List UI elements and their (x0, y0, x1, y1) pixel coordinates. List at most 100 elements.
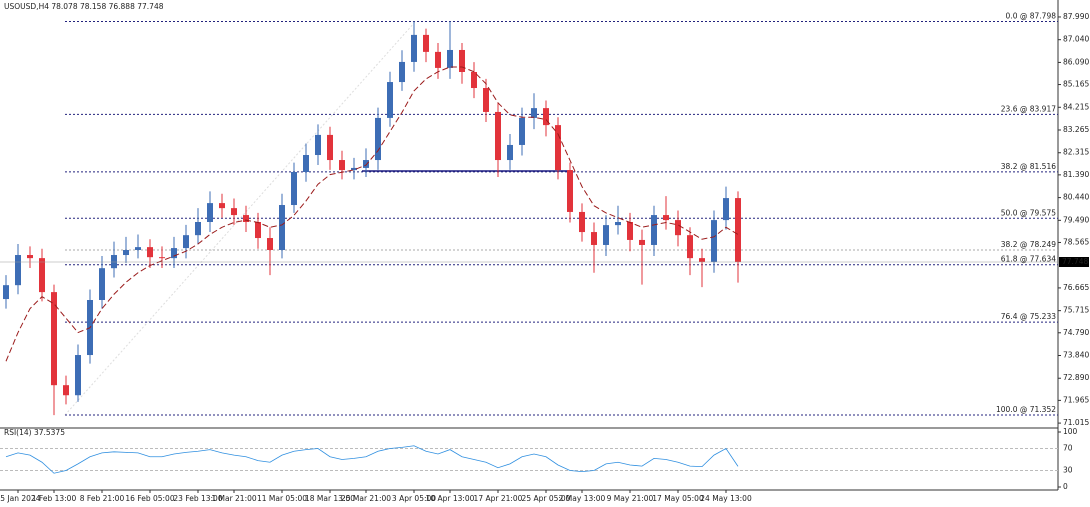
candle-body (99, 268, 105, 300)
y-tick-label: 71.965 (1063, 395, 1089, 404)
rsi-tick-label: 30 (1063, 466, 1073, 475)
candle-body (651, 215, 657, 245)
candle-body (531, 108, 537, 118)
candle-body (471, 71, 477, 89)
candle-body (459, 49, 465, 72)
candle-body (27, 255, 33, 259)
y-tick-label: 78.565 (1063, 237, 1089, 246)
x-tick-label: 3 Apr 05:00 (392, 494, 436, 503)
candle-body (15, 255, 21, 286)
candle-body (555, 125, 561, 171)
x-tick-label: 8 Feb 21:00 (80, 494, 125, 503)
candle-body (615, 222, 621, 226)
fib-label: 38.2 @ 78.249 (1001, 240, 1056, 249)
candle-body (483, 88, 489, 112)
x-tick-label: 25 Apr 05:00 (522, 494, 571, 503)
candle-body (75, 355, 81, 396)
x-tick-label: 17 May 05:00 (652, 494, 704, 503)
rsi-tick-label: 70 (1063, 444, 1073, 453)
candle-body (291, 171, 297, 206)
candle-body (627, 222, 633, 240)
y-tick-label: 86.090 (1063, 57, 1089, 66)
y-tick-label: 72.890 (1063, 373, 1089, 382)
y-tick-label: 85.165 (1063, 80, 1089, 89)
candle-body (387, 82, 393, 118)
candle-body (135, 247, 141, 250)
x-tick-label: 24 May 13:00 (700, 494, 752, 503)
x-tick-label: 2 May 13:00 (559, 494, 606, 503)
x-tick-label: 10 Apr 13:00 (426, 494, 475, 503)
candle-body (591, 232, 597, 245)
fib-label: 76.4 @ 75.233 (1001, 312, 1056, 321)
candle-body (327, 134, 333, 161)
candle-body (255, 222, 261, 239)
candle-body (711, 220, 717, 262)
x-tick-label: 11 Mar 05:00 (257, 494, 307, 503)
candle-body (519, 117, 525, 145)
candle-body (723, 198, 729, 221)
candle-body (279, 205, 285, 250)
moving-average (5, 66, 739, 362)
candle-body (39, 258, 45, 293)
candle-body (363, 160, 369, 168)
y-tick-label: 84.215 (1063, 102, 1089, 111)
x-tick-label: 1 Mar 21:00 (211, 494, 257, 503)
last-price-box (1059, 257, 1089, 268)
candle-body (315, 134, 321, 156)
y-tick-label: 82.315 (1063, 148, 1089, 157)
candle-body (699, 258, 705, 262)
candle-body (495, 111, 501, 161)
candle-body (447, 49, 453, 68)
candle-body (423, 34, 429, 52)
rsi-label: RSI(14) 37.5375 (4, 428, 65, 437)
fib-label: 61.8 @ 77.634 (1001, 255, 1056, 264)
candle-body (579, 211, 585, 233)
candle-body (243, 215, 249, 223)
y-tick-label: 81.390 (1063, 170, 1089, 179)
candle-body (51, 292, 57, 386)
fib-label: 50.0 @ 79.575 (1001, 208, 1056, 217)
rsi-line (5, 445, 739, 474)
y-tick-label: 83.265 (1063, 125, 1089, 134)
candle-body (351, 167, 357, 171)
y-tick-label: 75.715 (1063, 306, 1089, 315)
candle-body (399, 61, 405, 83)
candle-body (171, 248, 177, 259)
candle-body (435, 51, 441, 68)
candle-body (231, 208, 237, 216)
fib-label: 38.2 @ 81.516 (1001, 162, 1056, 171)
candle-body (3, 285, 9, 300)
candle-body (603, 225, 609, 245)
candle-body (159, 257, 165, 259)
candle-body (303, 155, 309, 172)
chart-title: USOUSD,H4 78.078 78.158 76.888 77.748 (4, 2, 164, 11)
candle-body (735, 198, 741, 263)
candle-body (639, 239, 645, 245)
x-tick-label: 9 May 21:00 (607, 494, 654, 503)
y-tick-label: 87.990 (1063, 12, 1089, 21)
rsi-tick-label: 0 (1063, 482, 1068, 491)
y-tick-label: 79.490 (1063, 215, 1089, 224)
candle-body (339, 160, 345, 171)
candle-body (183, 235, 189, 249)
rsi-tick-label: 100 (1063, 427, 1078, 436)
candle-body (267, 238, 273, 250)
candle-body (543, 108, 549, 126)
candle-body (195, 222, 201, 236)
candle-body (147, 247, 153, 258)
x-tick-label: 17 Apr 21:00 (474, 494, 523, 503)
candle-body (111, 255, 117, 269)
candle-body (567, 170, 573, 212)
x-tick-label: 16 Feb 05:00 (125, 494, 174, 503)
fib-label: 23.6 @ 83.917 (1001, 104, 1056, 113)
candle-body (219, 203, 225, 209)
candle-body (123, 249, 129, 256)
x-tick-label: 25 Mar 21:00 (341, 494, 391, 503)
x-tick-label: 18 Mar 13:00 (305, 494, 355, 503)
candle-body (411, 34, 417, 62)
candle-body (375, 117, 381, 161)
y-tick-label: 71.015 (1063, 418, 1089, 427)
candle-body (687, 235, 693, 259)
